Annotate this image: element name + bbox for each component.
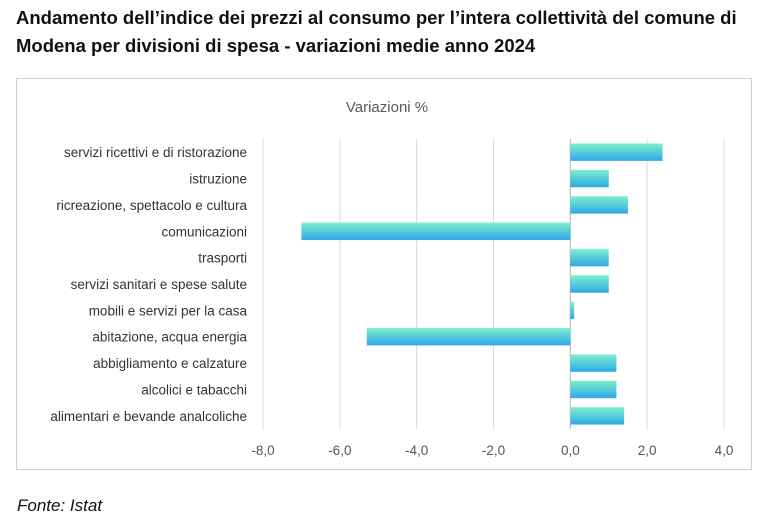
category-label: istruzione — [189, 172, 247, 187]
bar — [301, 222, 571, 240]
chart-title: Variazioni % — [346, 99, 428, 116]
page-title: Andamento dell’indice dei prezzi al cons… — [16, 7, 737, 56]
bar — [366, 328, 571, 346]
category-label: alcolici e tabacchi — [141, 382, 247, 397]
category-label: abbigliamento e calzature — [93, 356, 247, 371]
x-tick-label: -8,0 — [251, 443, 274, 458]
x-tick-label: -4,0 — [405, 443, 428, 458]
bar — [570, 380, 617, 399]
bar — [570, 143, 663, 161]
category-label: trasporti — [198, 251, 247, 266]
chart-container: Variazioni % servizi ricettivi e di rist… — [16, 78, 752, 470]
x-tick-label: -2,0 — [482, 443, 505, 458]
x-tick-label: 2,0 — [638, 443, 657, 458]
x-tick-label: 4,0 — [715, 443, 734, 458]
bar — [570, 169, 609, 188]
bars — [301, 143, 663, 425]
category-label: servizi sanitari e spese salute — [71, 277, 247, 292]
grid-lines — [262, 139, 725, 429]
x-axis-tick-labels: -8,0 -6,0 -4,0 -2,0 0,0 2,0 4,0 — [251, 443, 733, 458]
x-tick-label: 0,0 — [561, 443, 580, 458]
category-label: abitazione, acqua energia — [92, 330, 247, 345]
bar — [570, 301, 575, 320]
x-tick-label: -6,0 — [328, 443, 351, 458]
bar — [570, 248, 609, 267]
category-label: alimentari e bevande analcoliche — [50, 409, 247, 424]
bar — [570, 407, 625, 425]
source-note: Fonte: Istat — [17, 496, 103, 515]
category-label: mobili e servizi per la casa — [89, 303, 248, 318]
bar — [570, 354, 617, 372]
category-label: comunicazioni — [161, 224, 247, 239]
bar — [570, 196, 628, 214]
bar-chart: Variazioni % servizi ricettivi e di rist… — [50, 99, 733, 458]
category-label: ricreazione, spettacolo e cultura — [56, 198, 247, 213]
bar — [570, 275, 609, 293]
category-label: servizi ricettivi e di ristorazione — [64, 145, 247, 160]
category-labels: servizi ricettivi e di ristorazione istru… — [50, 145, 247, 424]
